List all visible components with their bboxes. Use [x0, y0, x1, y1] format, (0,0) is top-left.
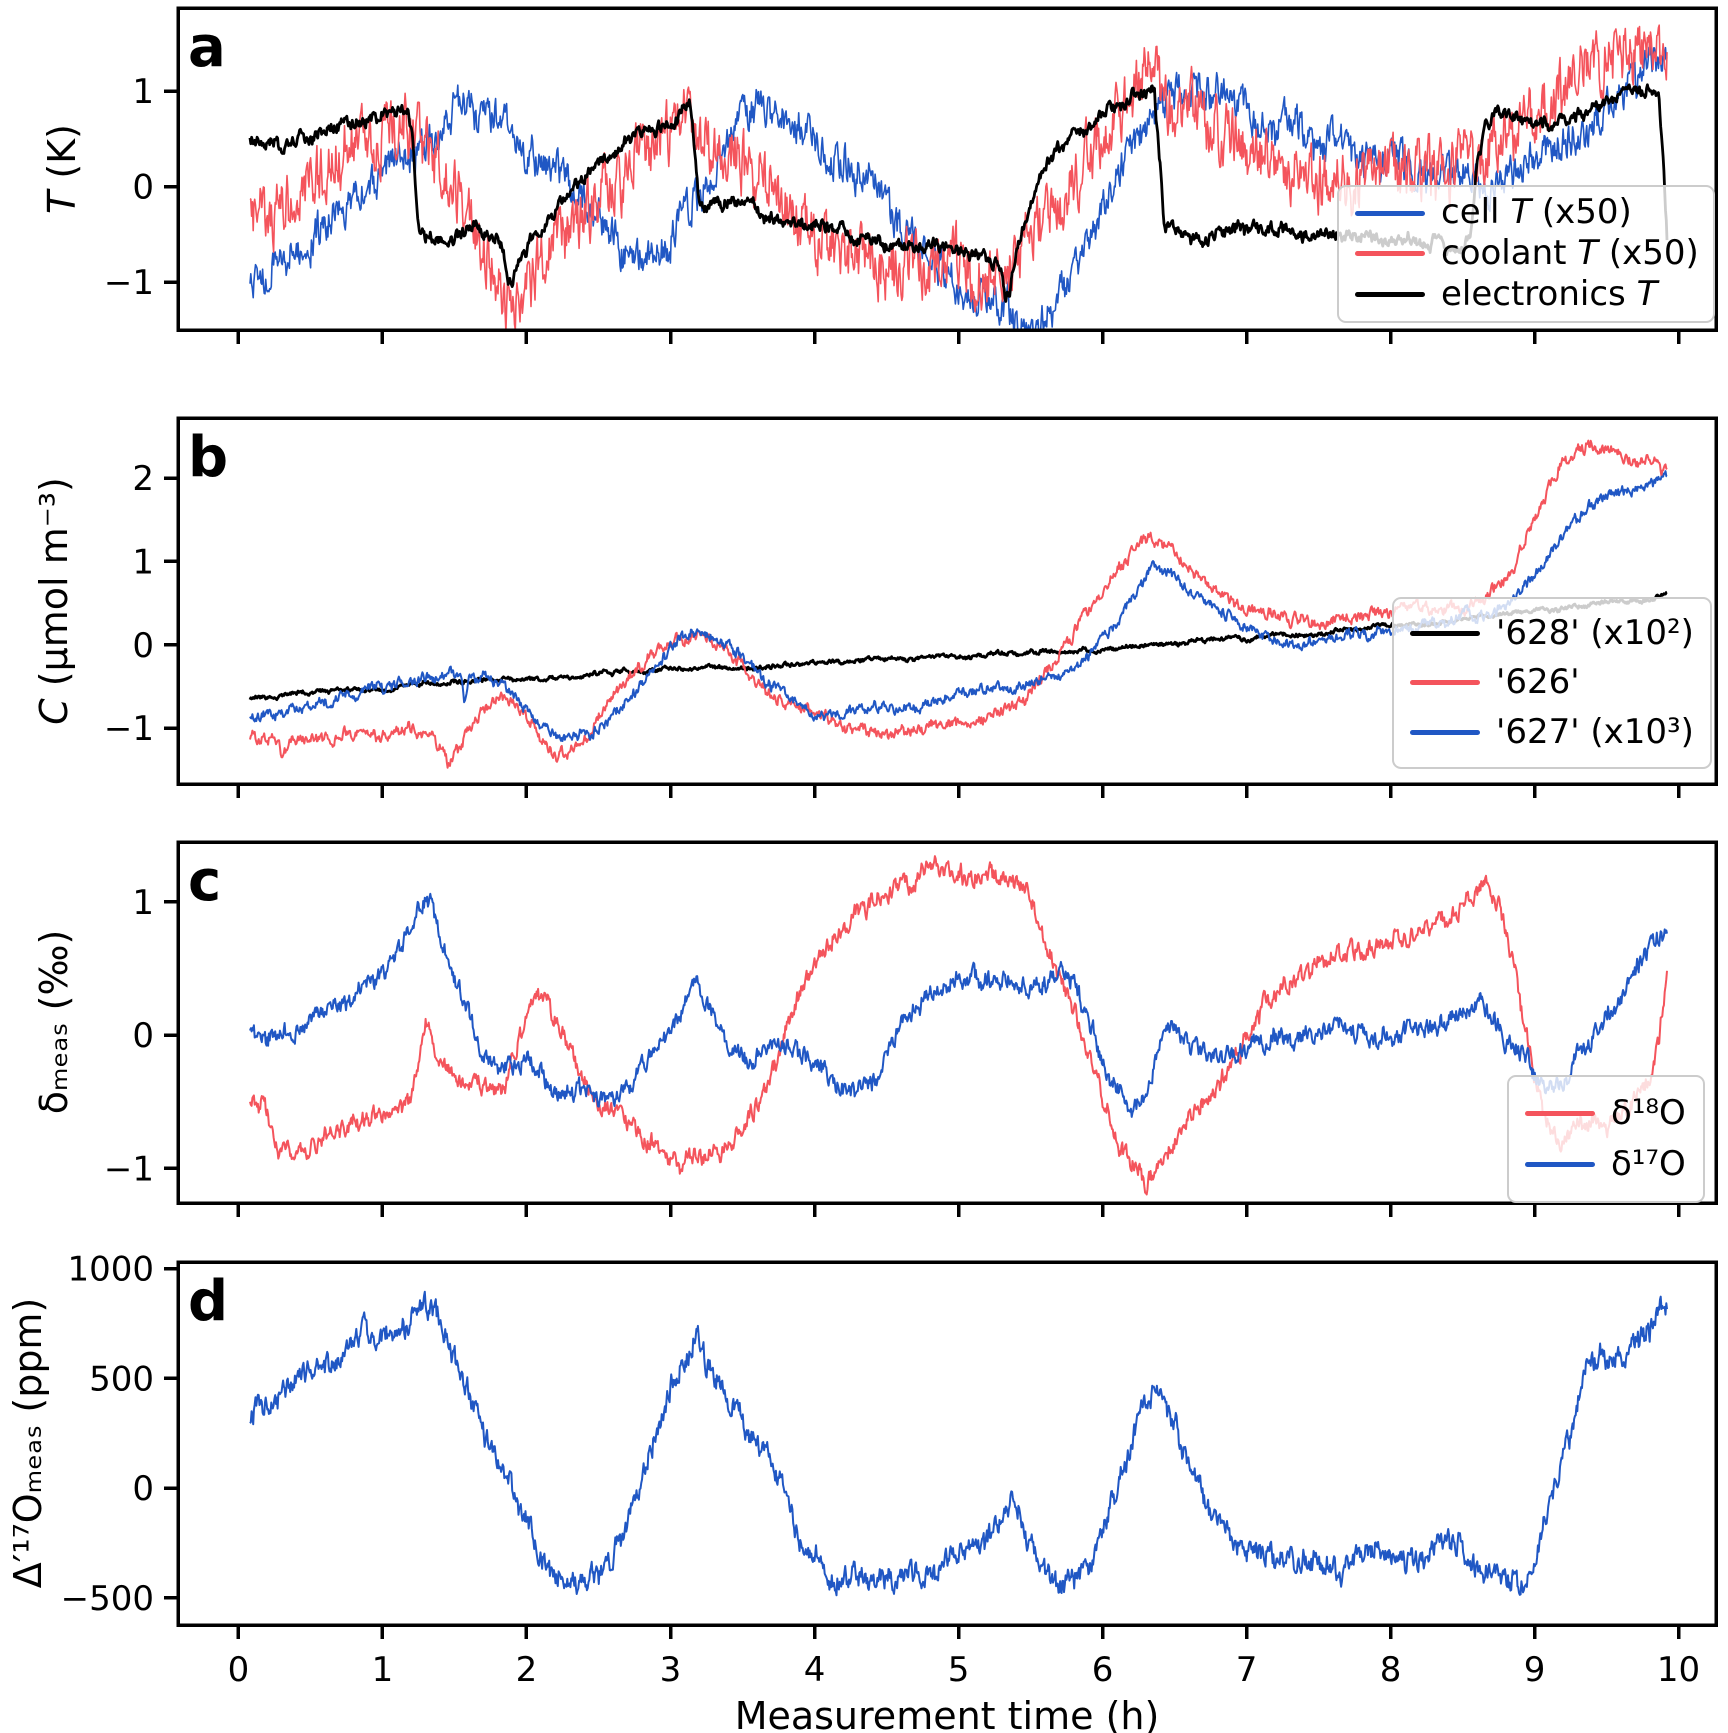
x-axis-label: Measurement time (h): [734, 1694, 1160, 1733]
panel-a-spines: [176, 6, 1718, 332]
legend-line-swatch: [1410, 631, 1480, 637]
legend-label: electronics T: [1441, 274, 1658, 315]
y-tick-label: 1: [132, 883, 154, 923]
x-tick-label: 1: [372, 1650, 394, 1690]
y-tick-label: −1: [104, 709, 154, 749]
legend-entry-d17O: δ¹⁷O: [1509, 1143, 1703, 1184]
legend-panel-b: '628' (x10²) '626' '627' (x10³): [1392, 597, 1712, 769]
series-d18O: [249, 855, 1668, 1196]
panel-a-letter: a: [188, 15, 226, 80]
series-D17O-meas: [249, 1290, 1668, 1597]
series-d17O: [249, 892, 1668, 1118]
legend-entry-cell-T: cell T (x50): [1339, 194, 1713, 231]
x-tick-label: 9: [1524, 1650, 1546, 1690]
x-tick-label: 4: [804, 1650, 826, 1690]
legend-line-swatch: [1355, 210, 1425, 216]
panel-d-spines: [176, 1260, 1718, 1627]
y-axis-label-c: δₘₑₐₛ (‰): [32, 929, 76, 1115]
panel-b-spines: [176, 416, 1718, 786]
y-tick-label: 1: [132, 542, 154, 582]
panel-c-letter: c: [188, 849, 222, 914]
legend-panel-a: cell T (x50) coolant T (x50) electronics T: [1337, 185, 1715, 323]
y-axis-label-b: C (μmol m⁻³): [32, 477, 76, 725]
y-tick-label: −1: [104, 1149, 154, 1189]
panel-d-letter: d: [188, 1269, 229, 1334]
y-axis-label-d: Δ′¹⁷Oₘₑₐₛ (ppm): [6, 1297, 50, 1589]
y-tick-label: 0: [132, 626, 154, 666]
panel-d: −500 0 500 1000 0 1 2 3 4 5 6 7 8 9 10: [61, 1250, 1718, 1690]
x-tick-label: 2: [516, 1650, 538, 1690]
legend-entry-628: '628' (x10²): [1394, 612, 1710, 653]
panel-b-letter: b: [188, 425, 229, 490]
legend-label: coolant T (x50): [1441, 233, 1699, 274]
legend-entry-626: '626': [1394, 662, 1710, 703]
legend-line-swatch: [1410, 680, 1480, 686]
legend-entry-coolant-T: coolant T (x50): [1339, 233, 1713, 274]
y-tick-label: 0: [132, 1016, 154, 1056]
legend-line-swatch: [1355, 292, 1425, 298]
legend-entry-electronics-T: electronics T: [1339, 274, 1713, 315]
legend-entry-627: '627' (x10³): [1394, 711, 1710, 752]
x-tick-label: 6: [1092, 1650, 1114, 1690]
panel-c-spines: [176, 840, 1718, 1205]
legend-label: '627' (x10³): [1496, 711, 1694, 752]
legend-line-swatch: [1355, 251, 1425, 257]
legend-label: cell T (x50): [1441, 192, 1632, 233]
legend-label: δ¹⁸O: [1611, 1092, 1686, 1133]
legend-label: δ¹⁷O: [1611, 1143, 1686, 1184]
y-tick-label: 500: [89, 1359, 154, 1399]
y-tick-label: −1: [104, 263, 154, 303]
y-tick-label: −500: [61, 1579, 154, 1619]
y-tick-label: 0: [132, 168, 154, 208]
legend-entry-d18O: δ¹⁸O: [1509, 1092, 1703, 1133]
x-tick-label: 3: [660, 1650, 682, 1690]
y-tick-label: 1: [132, 72, 154, 112]
legend-label: '628' (x10²): [1496, 612, 1694, 653]
y-axis-label-a: T (K): [40, 124, 84, 214]
x-tick-label: 5: [948, 1650, 970, 1690]
y-tick-label: 1000: [67, 1250, 154, 1290]
legend-label: '626': [1496, 662, 1580, 703]
legend-panel-c: δ¹⁸O δ¹⁷O: [1507, 1075, 1705, 1203]
y-tick-label: 0: [132, 1469, 154, 1509]
x-tick-label: 8: [1380, 1650, 1402, 1690]
x-tick-label: 7: [1236, 1650, 1258, 1690]
panel-c: −1 0 1: [104, 840, 1718, 1217]
x-tick-label: 0: [228, 1650, 250, 1690]
y-tick-label: 2: [132, 459, 154, 499]
legend-line-swatch: [1525, 1110, 1595, 1116]
x-tick-label: 10: [1657, 1650, 1700, 1690]
legend-line-swatch: [1410, 729, 1480, 735]
panel-a: −1 0 1: [104, 6, 1718, 344]
legend-line-swatch: [1525, 1162, 1595, 1168]
